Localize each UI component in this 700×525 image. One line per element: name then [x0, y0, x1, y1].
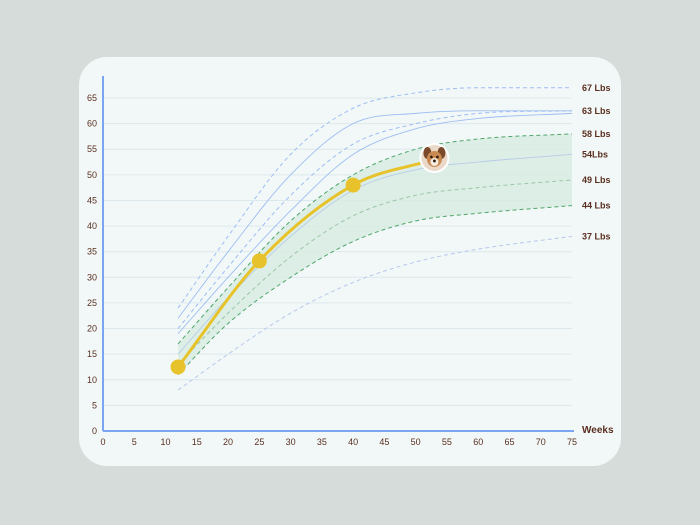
reference-curve — [177, 179, 573, 365]
x-tick-label: 70 — [536, 437, 546, 447]
data-point-marker — [345, 177, 361, 193]
growth-chart: 67 Lbs 63 Lbs 58 Lbs 54Lbs 49 Lbs 44 Lbs 37 Lb… — [87, 76, 614, 447]
x-tick-label: 0 — [100, 437, 105, 447]
dog-face-icon — [419, 142, 450, 173]
x-tick-label: 60 — [473, 437, 483, 447]
x-tick-label: 30 — [286, 437, 296, 447]
label-layer: 67 Lbs 63 Lbs 58 Lbs 54Lbs 49 Lbs 44 Lbs 37 Lb… — [87, 83, 614, 447]
x-tick-label: 65 — [504, 437, 514, 447]
dog-eye — [436, 155, 439, 159]
reference-curve — [177, 235, 573, 391]
y-tick-label: 50 — [87, 170, 97, 180]
data-point-marker — [170, 359, 186, 375]
dog-eye — [430, 155, 433, 159]
reference-curve — [177, 205, 573, 375]
curve-label: 67 Lbs — [582, 83, 611, 93]
y-tick-label: 0 — [92, 426, 97, 436]
y-tick-label: 55 — [87, 144, 97, 154]
y-tick-label: 45 — [87, 195, 97, 205]
growth-series-line — [176, 157, 436, 369]
x-tick-label: 10 — [161, 437, 171, 447]
curve-label: 58 Lbs — [582, 129, 611, 139]
x-tick-label: 5 — [132, 437, 137, 447]
curve-label: 54Lbs — [582, 149, 608, 159]
curve-label: 49 Lbs — [582, 175, 611, 185]
y-tick-label: 5 — [92, 400, 97, 410]
reference-curve — [177, 110, 573, 329]
reference-curves — [177, 87, 573, 391]
y-tick-label: 20 — [87, 324, 97, 334]
data-point-marker — [251, 253, 267, 269]
x-tick-label: 35 — [317, 437, 327, 447]
y-tick-label: 30 — [87, 272, 97, 282]
x-tick-label: 40 — [348, 437, 358, 447]
reference-curve — [177, 87, 572, 309]
target-band — [178, 133, 572, 375]
x-tick-label: 55 — [442, 437, 452, 447]
curve-label: 63 Lbs — [582, 106, 611, 116]
dog-nose — [433, 159, 436, 163]
reference-curve — [177, 110, 572, 319]
y-tick-label: 60 — [87, 119, 97, 129]
x-tick-label: 45 — [379, 437, 389, 447]
x-tick-label: 15 — [192, 437, 202, 447]
y-tick-label: 25 — [87, 298, 97, 308]
x-tick-label: 50 — [411, 437, 421, 447]
x-tick-label: 25 — [254, 437, 264, 447]
y-tick-label: 40 — [87, 221, 97, 231]
y-tick-label: 35 — [87, 247, 97, 257]
x-tick-label: 20 — [223, 437, 233, 447]
y-tick-label: 10 — [87, 375, 97, 385]
chart-card: 67 Lbs 63 Lbs 58 Lbs 54Lbs 49 Lbs 44 Lbs 37 Lb… — [79, 57, 621, 466]
curve-label: 37 Lbs — [582, 231, 611, 241]
y-tick-label: 15 — [87, 349, 97, 359]
band-layer — [178, 133, 572, 375]
x-axis-title: Weeks — [582, 425, 614, 436]
series-layer — [170, 142, 450, 375]
curve-label: 44 Lbs — [582, 201, 611, 211]
axis-layer — [102, 76, 574, 432]
reference-curve — [177, 112, 573, 334]
x-tick-label: 75 — [567, 437, 577, 447]
y-tick-label: 65 — [87, 93, 97, 103]
